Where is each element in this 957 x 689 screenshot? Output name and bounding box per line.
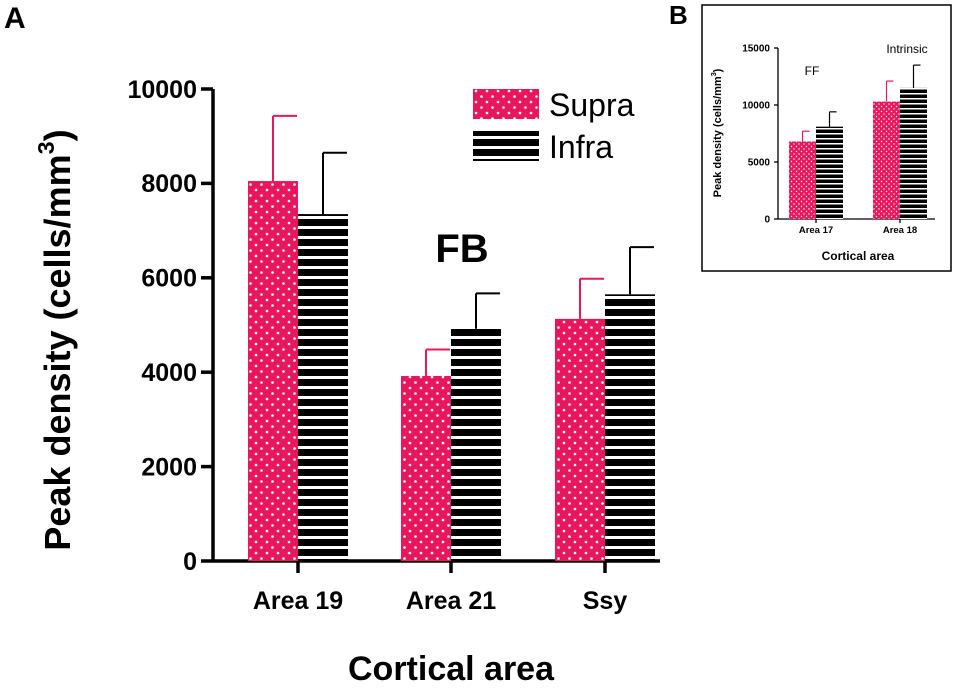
x-tick-label: Area 19 (253, 587, 343, 615)
legend-label-supra: Supra (549, 87, 635, 123)
y-tick-label: 6000 (141, 265, 197, 293)
x-tick-label: Ssy (583, 587, 628, 615)
y-axis-label-superscript: 3 (710, 72, 718, 76)
y-tick-label: 4000 (141, 359, 197, 387)
y-tick-label: 10000 (127, 76, 197, 104)
panel-b-label: B (669, 0, 688, 30)
x-tick-label: Area 21 (406, 587, 496, 615)
bar-infra (298, 214, 348, 561)
bar-supra (248, 181, 298, 562)
y-axis-label-suffix: ) (37, 129, 78, 141)
panel-a-label: A (4, 2, 26, 35)
y-axis-label-suffix: ) (712, 68, 724, 72)
x-axis-label: Cortical area (822, 249, 895, 263)
legend-swatch-infra (473, 131, 539, 161)
y-axis-label-text: Peak density (cells/mm (712, 76, 724, 197)
y-axis-label-text: Peak density (cells/mm (37, 154, 78, 550)
x-axis-label: Cortical area (348, 650, 555, 688)
bar-infra (451, 328, 501, 561)
y-tick-label: 15000 (742, 44, 770, 55)
y-tick-label: 0 (764, 215, 770, 226)
chart-annotation-ff: FF (805, 64, 820, 78)
chart-fb: 0 2000 4000 6000 8000 10000 Area 19 Area 21 Ssy C… (33, 76, 660, 688)
x-tick-label: Area 18 (883, 225, 917, 236)
bar-supra (789, 141, 816, 219)
chart-annotation-intrinsic: Intrinsic (886, 42, 927, 56)
bar-supra (555, 318, 605, 561)
y-axis-label: Peak density (cells/mm3) (33, 129, 78, 550)
legend-swatch-supra (473, 89, 539, 119)
bar-supra (873, 101, 900, 219)
bar-infra (900, 87, 927, 220)
bar-infra (816, 126, 843, 219)
legend-label-infra: Infra (549, 129, 613, 165)
y-tick-label: 8000 (141, 170, 197, 198)
y-tick-label: 10000 (742, 101, 770, 112)
y-tick-label: 5000 (748, 158, 771, 169)
chart-ff-intrinsic: 0 5000 10000 15000 Area 17 Area 18 Cortical ar… (710, 42, 935, 263)
bar-supra (401, 375, 451, 561)
chart-annotation-fb: FB (435, 227, 488, 271)
x-tick-label: Area 17 (799, 225, 833, 236)
y-tick-label: 2000 (141, 453, 197, 481)
bar-infra (605, 294, 655, 561)
y-axis-label: Peak density (cells/mm3) (710, 68, 724, 197)
y-tick-label: 0 (183, 548, 197, 576)
y-axis-label-superscript: 3 (33, 141, 59, 154)
